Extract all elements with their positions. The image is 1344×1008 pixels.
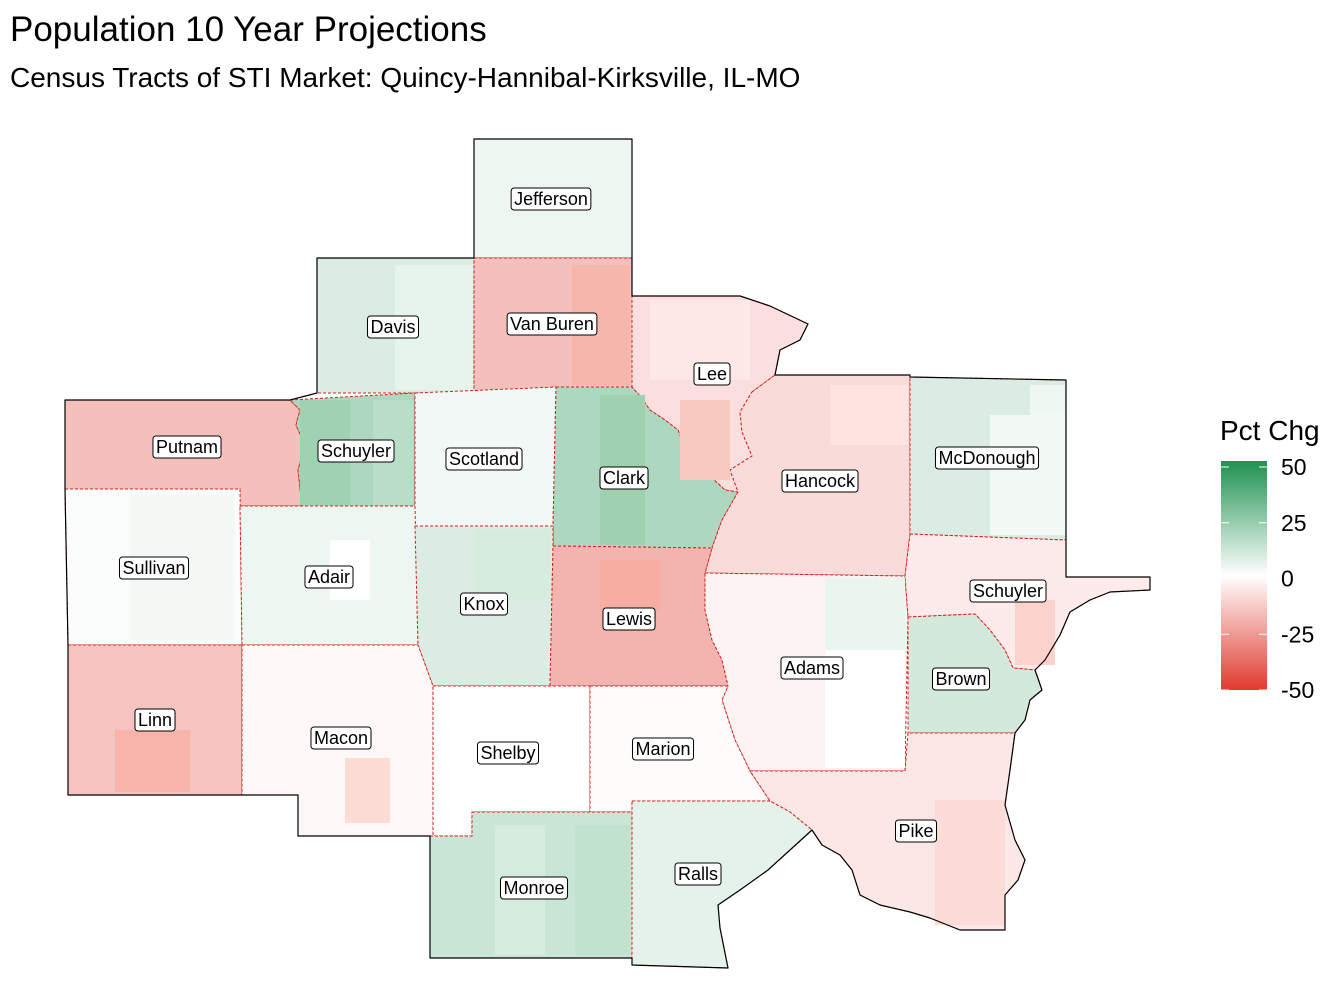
legend-tick-label: 50	[1281, 454, 1307, 480]
county-label-clark: Clark	[603, 468, 646, 488]
legend-tick-label: -25	[1281, 621, 1314, 647]
county-label-box	[366, 315, 420, 339]
county-label-box	[152, 435, 222, 459]
county-label-box	[310, 726, 372, 750]
legend-colorbar	[1221, 461, 1267, 690]
county-label-ralls: Ralls	[678, 864, 718, 884]
county-label-schuyler-mo: Schuyler	[321, 441, 391, 461]
county-label-box	[934, 446, 1040, 470]
county-label-adams: Adams	[784, 658, 840, 678]
tract-patch	[990, 415, 1065, 535]
county-label-shelby: Shelby	[480, 743, 535, 763]
county-label-scotland: Scotland	[449, 449, 519, 469]
county-label-box	[510, 187, 592, 211]
map-title: Population 10 Year Projections	[10, 10, 487, 49]
map-subtitle: Census Tracts of STI Market: Quincy-Hann…	[10, 62, 801, 93]
legend-title: Pct Chg	[1220, 415, 1320, 446]
county-label-box	[693, 362, 731, 386]
county-label-box	[118, 556, 190, 580]
county-label-lee: Lee	[697, 364, 727, 384]
county-label-box	[317, 439, 395, 463]
county-label-brown: Brown	[935, 669, 986, 689]
county-label-box	[499, 876, 569, 900]
legend-tick-label: 25	[1281, 510, 1307, 536]
county-label-jefferson: Jefferson	[514, 189, 588, 209]
tract-patch	[1030, 385, 1065, 415]
county-label-putnam: Putnam	[156, 437, 218, 457]
legend-tick-label: -50	[1281, 677, 1314, 703]
county-label-box	[631, 737, 695, 761]
tract-patch	[830, 385, 908, 445]
tract-patch	[825, 578, 905, 650]
tract-patch	[680, 400, 730, 480]
county-label-box	[599, 466, 649, 490]
county-ralls	[631, 800, 813, 969]
county-label-van-buren: Van Buren	[510, 314, 594, 334]
legend: Pct Chg 50 25 0 -25 -50	[1220, 415, 1320, 703]
county-label-box	[674, 862, 722, 886]
county-label-macon: Macon	[314, 728, 368, 748]
county-label-box	[134, 708, 176, 732]
county-label-box	[781, 469, 859, 493]
tract-patch	[475, 530, 550, 600]
legend-ticks: 50 25 0 -25 -50	[1221, 454, 1314, 703]
county-label-box	[602, 607, 656, 631]
county-label-mcdonough: McDonough	[938, 448, 1035, 468]
county-label-box	[304, 565, 354, 589]
legend-tick-label: 0	[1281, 566, 1294, 592]
county-label-box	[931, 667, 991, 691]
county-label-hancock: Hancock	[785, 471, 856, 491]
county-label-box	[780, 656, 844, 680]
county-label-box	[969, 579, 1047, 603]
county-label-box	[459, 592, 509, 616]
county-label-box	[445, 447, 523, 471]
county-labels: Jefferson Davis Van Buren Lee Putnam Sch…	[118, 187, 1047, 900]
county-label-monroe: Monroe	[503, 878, 564, 898]
county-label-pike: Pike	[898, 821, 933, 841]
county-label-box	[506, 312, 598, 336]
tract-patch	[1015, 600, 1055, 665]
tract-patch	[115, 730, 190, 792]
county-label-sullivan: Sullivan	[122, 558, 185, 578]
tract-shading	[115, 265, 1065, 955]
county-label-lewis: Lewis	[606, 609, 652, 629]
county-label-knox: Knox	[463, 594, 504, 614]
market-outline	[64, 138, 1151, 969]
county-label-marion: Marion	[635, 739, 690, 759]
tract-patch	[345, 758, 390, 823]
county-label-adair: Adair	[308, 567, 350, 587]
county-label-davis: Davis	[370, 317, 415, 337]
county-label-box	[476, 741, 540, 765]
tract-patch	[575, 825, 630, 955]
tract-patch	[600, 560, 660, 610]
county-label-box	[894, 819, 938, 843]
tract-patch	[935, 800, 1005, 925]
county-label-linn: Linn	[138, 710, 172, 730]
county-label-schuyler-il: Schuyler	[973, 581, 1043, 601]
